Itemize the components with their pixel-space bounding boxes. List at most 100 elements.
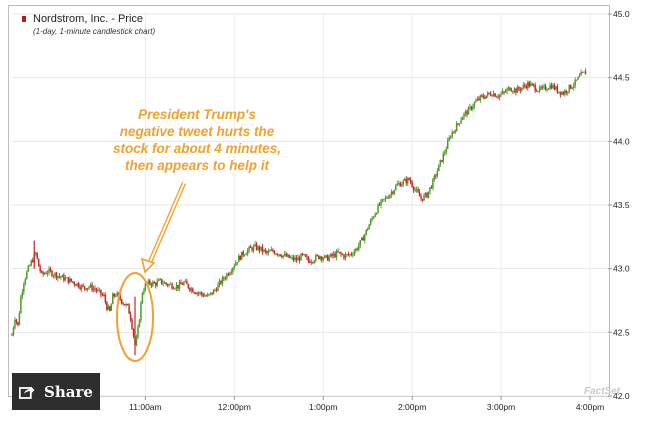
candle-body xyxy=(106,302,108,310)
candle-body xyxy=(369,219,372,225)
candle-body xyxy=(519,89,522,91)
candle-body xyxy=(524,85,526,87)
candle-body xyxy=(442,153,445,162)
candle-body xyxy=(214,289,216,291)
candle-body xyxy=(479,95,482,101)
chart-title-text: Nordstrom, Inc. - Price xyxy=(33,13,144,25)
candle-body xyxy=(301,253,304,255)
candle-body xyxy=(387,197,390,199)
candle-body xyxy=(183,281,185,285)
candle-body xyxy=(481,95,483,97)
candle-body xyxy=(297,257,299,261)
candle-body xyxy=(192,288,194,293)
candle-body xyxy=(229,273,231,276)
candle-body xyxy=(14,319,16,328)
candle-body xyxy=(203,295,206,297)
candle-body xyxy=(340,252,342,255)
candle-body xyxy=(57,276,59,279)
candle-body xyxy=(341,254,344,255)
candle-body xyxy=(306,256,308,258)
candle-body xyxy=(420,196,422,199)
candle-body xyxy=(497,96,499,98)
candle-body xyxy=(100,289,102,295)
candle-body xyxy=(200,292,203,295)
candle-body xyxy=(128,304,130,314)
candle-body xyxy=(24,278,27,284)
axis-layer: 42.0 42.5 43.0 43.5 44.0 44.5 45.0 11:00am 12:00… xyxy=(129,9,630,412)
candle-body xyxy=(55,272,58,279)
candle-body xyxy=(189,288,191,291)
candle-body xyxy=(155,283,157,286)
candle-body xyxy=(343,254,345,259)
x-tick-label: 1:00pm xyxy=(309,402,337,412)
x-tick-label: 3:00pm xyxy=(487,402,515,412)
candle-body xyxy=(43,273,46,275)
candle-body xyxy=(156,281,158,286)
candle-body xyxy=(353,251,356,255)
candle-body xyxy=(363,234,366,241)
candle-body xyxy=(235,262,237,266)
candle-body xyxy=(218,280,221,285)
candle-body xyxy=(344,254,347,259)
candle-body xyxy=(260,246,262,251)
candle-body xyxy=(171,283,173,289)
candle-body xyxy=(562,92,565,95)
annotation-arrow-inner xyxy=(149,182,185,263)
candle-body xyxy=(580,72,582,76)
annotation-text: President Trump's negative tweet hurts t… xyxy=(86,106,308,174)
candle-body xyxy=(104,295,107,303)
candle-body xyxy=(540,87,542,89)
candle-body xyxy=(233,265,236,269)
candle-body xyxy=(451,132,453,138)
candle-body xyxy=(512,91,514,93)
candle-body xyxy=(184,281,187,282)
candle-body xyxy=(77,283,80,288)
candle-body xyxy=(355,248,357,252)
candle-body xyxy=(217,284,219,291)
candle-body xyxy=(332,253,335,256)
candle-body xyxy=(135,337,138,346)
candle-body xyxy=(232,268,234,272)
candle-body xyxy=(435,175,437,177)
share-button[interactable]: Share xyxy=(12,373,100,410)
y-tick-label: 45.0 xyxy=(613,9,630,19)
candle-body xyxy=(23,283,25,292)
candle-body xyxy=(300,253,302,261)
candle-body xyxy=(288,254,290,258)
candle-body xyxy=(30,260,33,266)
candle-body xyxy=(507,87,510,90)
candle-body xyxy=(378,204,381,206)
candle-body xyxy=(346,254,348,255)
candle-body xyxy=(226,273,228,279)
candle-body xyxy=(254,244,256,247)
candle-body xyxy=(485,95,488,99)
candle-body xyxy=(208,293,210,295)
candle-body xyxy=(261,246,264,252)
candle-body xyxy=(175,285,178,289)
candle-body xyxy=(270,249,273,251)
candle-body xyxy=(583,71,585,73)
candle-body xyxy=(460,120,462,124)
candle-body xyxy=(472,106,474,110)
candle-body xyxy=(445,148,447,153)
candle-body xyxy=(574,79,576,86)
candle-body xyxy=(103,295,105,296)
candle-body xyxy=(478,98,480,101)
candle-body xyxy=(144,283,147,291)
candle-body xyxy=(546,89,548,91)
candle-body xyxy=(564,90,566,95)
candle-body xyxy=(80,285,83,289)
candle-body xyxy=(531,83,533,85)
candle-body xyxy=(46,272,49,274)
candle-body xyxy=(18,313,21,325)
candle-body xyxy=(223,277,225,279)
candle-body xyxy=(153,281,156,284)
candle-body xyxy=(558,91,560,93)
candle-body xyxy=(516,87,519,93)
candle-body xyxy=(157,279,160,282)
candle-body xyxy=(39,266,41,272)
candle-body xyxy=(335,251,338,258)
candle-body xyxy=(401,184,403,187)
candle-body xyxy=(147,280,150,284)
